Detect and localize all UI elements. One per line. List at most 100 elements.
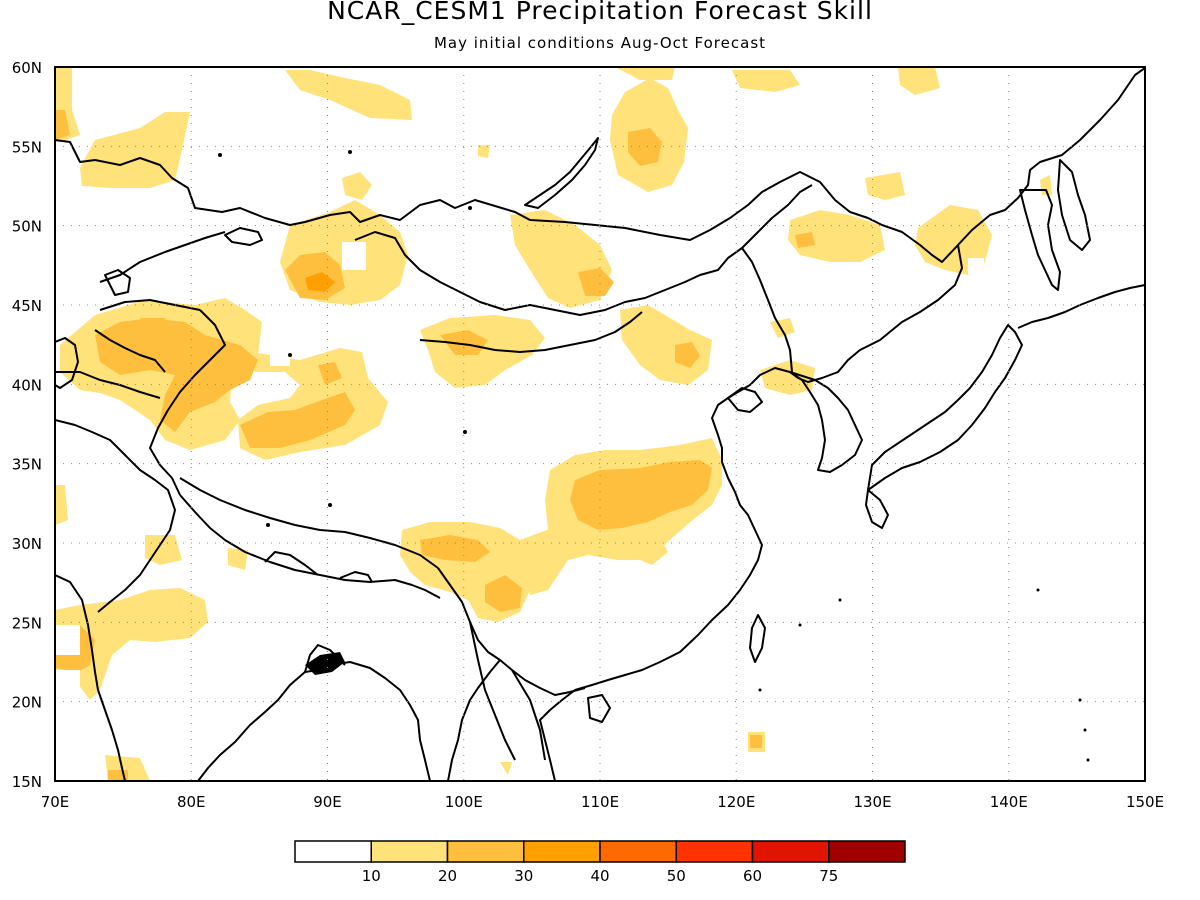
shade-sichuan-link <box>520 525 568 595</box>
lat-tick-label: 60N <box>12 59 42 77</box>
island-dot-5 <box>838 598 842 602</box>
colorbar-label: 75 <box>819 867 838 885</box>
island-dot-4 <box>1036 588 1040 592</box>
shade-taiwan-core <box>750 735 762 748</box>
colorbar-label: 10 <box>362 867 381 885</box>
latitude-labels: 15N 20N 25N 30N 35N 40N 45N 50N 55N 60N <box>12 59 42 791</box>
colorbar-swatch <box>751 840 830 863</box>
shade-north-china <box>620 305 712 385</box>
coastlines-and-borders <box>55 67 1145 781</box>
lon-tick-label: 70E <box>41 793 70 811</box>
island-dot-3 <box>1086 758 1090 762</box>
colorbar: 10 20 30 40 50 60 75 <box>294 840 906 885</box>
map-subtitle: May initial conditions Aug-Oct Forecast <box>433 34 767 52</box>
colorbar-swatch <box>828 840 906 863</box>
skill-gaps <box>55 242 984 690</box>
border-kaz-kyrg <box>99 299 201 311</box>
coast-aral <box>104 269 131 296</box>
gap-india-2 <box>55 670 80 690</box>
skill-level-20-30 <box>55 110 815 781</box>
border-kazakh-russia <box>55 139 959 263</box>
shade-kyrgyz-core <box>140 318 168 332</box>
colorbar-swatch <box>294 840 372 863</box>
shade-west-siberia <box>80 112 190 188</box>
lake-dot-2 <box>328 503 332 507</box>
colorbar-swatch <box>523 840 601 863</box>
shade-north-edge-2 <box>732 70 800 92</box>
coast-hainan <box>587 694 611 723</box>
gap-altai <box>342 242 366 270</box>
lon-tick-label: 110E <box>581 793 619 811</box>
coast-caspian <box>55 337 79 389</box>
lon-tick-label: 150E <box>1126 793 1164 811</box>
shade-west-edge-1 <box>55 485 68 525</box>
shade-mongolia-core <box>578 268 614 296</box>
shade-kazakh-small <box>342 172 372 200</box>
colorbar-swatch <box>446 840 525 863</box>
coast-korea <box>789 371 863 473</box>
lon-tick-label: 100E <box>445 793 483 811</box>
shade-north-edge-3 <box>898 67 940 95</box>
coast-baikal <box>524 137 599 209</box>
coast-taiwan <box>749 614 766 663</box>
border-afghan-pak <box>55 419 176 613</box>
shade-tarim-dot <box>318 362 342 385</box>
coast-japan-hokkaido <box>1017 284 1145 329</box>
colorbar-swatch <box>370 840 449 863</box>
shade-amur <box>788 210 885 262</box>
lat-tick-label: 30N <box>12 535 42 553</box>
border-central-asia-1 <box>55 371 161 399</box>
shade-pakistan-dot <box>145 535 182 565</box>
lat-tick-label: 35N <box>12 456 42 474</box>
lake-dot-4 <box>288 353 292 357</box>
shade-okhotsk <box>865 172 905 200</box>
lake-dot-5 <box>468 206 472 210</box>
shade-tienshan-core <box>95 318 258 432</box>
shade-north-edge-1 <box>615 67 675 80</box>
coast-southeast-asia <box>539 709 556 781</box>
border-kazakh-north-west <box>99 231 226 283</box>
shade-sichuan-core <box>420 535 490 562</box>
plot-frame <box>54 66 1146 782</box>
lake-dot-3 <box>266 523 270 527</box>
coast-japan-kyushu <box>865 489 889 529</box>
coast-myanmar <box>304 661 431 781</box>
shade-kazakh-north <box>285 70 412 120</box>
colorbar-label: 60 <box>743 867 762 885</box>
skill-level-10-20 <box>55 67 1052 781</box>
coast-kamchatka <box>1057 159 1091 251</box>
lat-tick-label: 55N <box>12 138 42 156</box>
colorbar-label: 30 <box>514 867 533 885</box>
lake-dot-7 <box>218 153 222 157</box>
lat-tick-label: 25N <box>12 614 42 632</box>
lon-tick-label: 90E <box>313 793 342 811</box>
shade-yunnan-core <box>485 575 522 612</box>
border-tibet-south <box>179 477 439 569</box>
island-dot-7 <box>758 688 762 692</box>
lon-tick-label: 140E <box>990 793 1028 811</box>
lat-lon-grid <box>55 67 1145 781</box>
colorbar-label: 50 <box>667 867 686 885</box>
lake-dot-1 <box>463 430 467 434</box>
border-ne-china <box>741 184 813 249</box>
colorbar-label: 40 <box>590 867 609 885</box>
border-china-mongolia <box>354 231 743 316</box>
border-india-north <box>179 494 441 599</box>
lat-tick-label: 15N <box>12 773 42 791</box>
colorbar-swatch <box>675 840 754 863</box>
border-indochina <box>469 621 516 761</box>
lat-tick-label: 50N <box>12 218 42 236</box>
lake-dot-6 <box>348 150 352 154</box>
coast-japan-honshu <box>867 324 1023 491</box>
shade-tarim-core <box>240 392 355 448</box>
island-dot-2 <box>1083 728 1087 732</box>
island-yangon-delta <box>305 652 345 675</box>
coast-mainland-east <box>549 244 963 711</box>
islands-and-lakes <box>218 150 1090 762</box>
shade-gobi-core <box>440 330 488 355</box>
shade-nw-india <box>55 588 208 700</box>
shade-bohai-dot <box>770 318 795 338</box>
lon-tick-label: 80E <box>177 793 206 811</box>
shade-central-china-core <box>570 460 712 530</box>
